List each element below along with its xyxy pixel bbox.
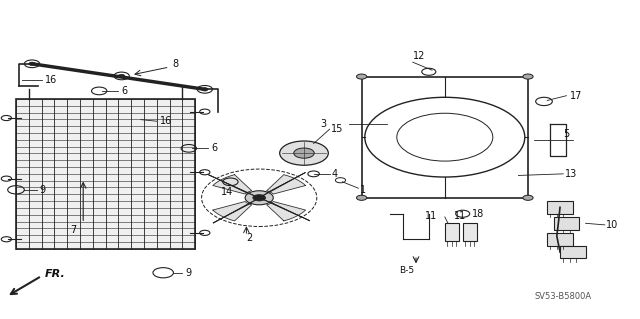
Text: 9: 9 bbox=[186, 268, 192, 278]
Text: 16: 16 bbox=[45, 75, 57, 85]
Text: 16: 16 bbox=[160, 116, 172, 126]
Text: SV53-B5800A: SV53-B5800A bbox=[534, 292, 592, 301]
Circle shape bbox=[29, 62, 35, 65]
Circle shape bbox=[253, 195, 266, 201]
Text: 15: 15 bbox=[331, 124, 343, 134]
Bar bbox=[445, 223, 459, 241]
Text: 11: 11 bbox=[425, 211, 437, 221]
Bar bbox=[362, 77, 528, 198]
Text: 6: 6 bbox=[211, 143, 218, 153]
Text: 1: 1 bbox=[360, 185, 366, 195]
Text: 14: 14 bbox=[221, 187, 234, 197]
Text: B-5: B-5 bbox=[399, 266, 414, 275]
Text: 4: 4 bbox=[332, 169, 338, 179]
Bar bbox=[547, 233, 573, 246]
Polygon shape bbox=[267, 202, 305, 221]
Circle shape bbox=[294, 148, 314, 158]
Circle shape bbox=[245, 191, 273, 205]
Text: 17: 17 bbox=[570, 91, 582, 101]
Text: 10: 10 bbox=[606, 220, 618, 230]
Polygon shape bbox=[267, 175, 305, 194]
Text: 6: 6 bbox=[122, 86, 128, 96]
Bar bbox=[463, 223, 477, 241]
Bar bbox=[554, 217, 579, 230]
Polygon shape bbox=[213, 175, 252, 194]
Text: 13: 13 bbox=[565, 169, 577, 179]
Text: FR.: FR. bbox=[45, 269, 65, 279]
Circle shape bbox=[356, 195, 367, 200]
Text: 3: 3 bbox=[320, 119, 326, 130]
Text: 5: 5 bbox=[563, 129, 570, 139]
Circle shape bbox=[523, 195, 533, 200]
Text: 11: 11 bbox=[454, 211, 467, 221]
Circle shape bbox=[202, 88, 208, 91]
Bar bbox=[16, 99, 195, 249]
Bar bbox=[560, 246, 586, 258]
Circle shape bbox=[118, 74, 125, 78]
Text: 8: 8 bbox=[173, 59, 179, 69]
Text: 18: 18 bbox=[472, 209, 484, 219]
Circle shape bbox=[356, 74, 367, 79]
Text: 9: 9 bbox=[40, 185, 46, 195]
Text: 7: 7 bbox=[70, 225, 77, 235]
Bar bbox=[547, 201, 573, 214]
Text: 12: 12 bbox=[413, 51, 426, 61]
Polygon shape bbox=[213, 202, 252, 221]
Circle shape bbox=[280, 141, 328, 165]
Circle shape bbox=[523, 74, 533, 79]
Text: 2: 2 bbox=[246, 233, 253, 243]
